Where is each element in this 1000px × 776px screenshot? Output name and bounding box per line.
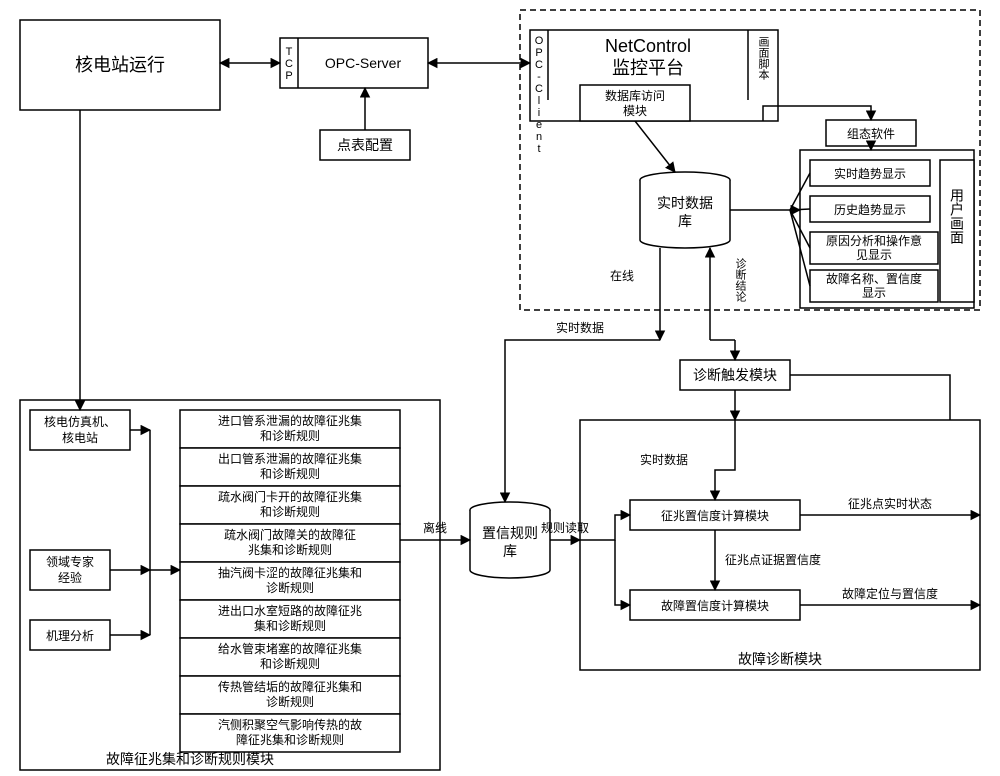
svg-text:汽侧积聚空气影响传热的故: 汽侧积聚空气影响传热的故 <box>218 717 362 732</box>
svg-text:疏水阀门卡开的故障征兆集: 疏水阀门卡开的故障征兆集 <box>218 489 362 504</box>
svg-text:实时数据: 实时数据 <box>640 452 688 467</box>
svg-text:离线: 离线 <box>423 520 447 535</box>
svg-text:TCP: TCP <box>283 46 295 82</box>
svg-text:显示: 显示 <box>862 286 886 300</box>
svg-text:诊断结论: 诊断结论 <box>734 257 747 302</box>
svg-text:征兆置信度计算模块: 征兆置信度计算模块 <box>661 508 769 523</box>
svg-text:征兆点实时状态: 征兆点实时状态 <box>848 496 932 511</box>
svg-text:画面脚本: 画面脚本 <box>757 36 770 81</box>
svg-text:库: 库 <box>678 213 692 229</box>
svg-text:NetControl: NetControl <box>605 36 691 56</box>
svg-text:和诊断规则: 和诊断规则 <box>260 504 320 519</box>
svg-text:原因分析和操作意: 原因分析和操作意 <box>826 233 922 248</box>
svg-text:OPC-Client: OPC-Client <box>533 35 545 155</box>
svg-text:置信规则: 置信规则 <box>482 525 538 541</box>
svg-text:故障名称、置信度: 故障名称、置信度 <box>826 271 922 286</box>
svg-text:和诊断规则: 和诊断规则 <box>260 656 320 671</box>
svg-text:故障征兆集和诊断规则模块: 故障征兆集和诊断规则模块 <box>106 751 274 767</box>
svg-text:实时趋势显示: 实时趋势显示 <box>834 166 906 181</box>
svg-text:实时数据: 实时数据 <box>556 320 604 335</box>
svg-text:核电仿真机、: 核电仿真机、 <box>44 415 116 429</box>
svg-text:和诊断规则: 和诊断规则 <box>260 466 320 481</box>
svg-text:征兆点证据置信度: 征兆点证据置信度 <box>725 552 821 567</box>
svg-text:障征兆集和诊断规则: 障征兆集和诊断规则 <box>236 732 344 747</box>
svg-text:数据库访问: 数据库访问 <box>605 88 665 103</box>
svg-text:领域专家: 领域专家 <box>46 554 94 569</box>
svg-text:用户画面: 用户画面 <box>949 188 965 244</box>
svg-text:进出口水室短路的故障征兆: 进出口水室短路的故障征兆 <box>218 603 362 618</box>
svg-text:规则读取: 规则读取 <box>541 520 589 535</box>
svg-text:和诊断规则: 和诊断规则 <box>260 428 320 443</box>
svg-text:组态软件: 组态软件 <box>847 127 895 141</box>
svg-text:进口管系泄漏的故障征兆集: 进口管系泄漏的故障征兆集 <box>218 413 362 428</box>
svg-text:库: 库 <box>503 543 517 559</box>
svg-text:故障诊断模块: 故障诊断模块 <box>738 651 822 667</box>
svg-text:诊断触发模块: 诊断触发模块 <box>693 367 777 383</box>
svg-text:兆集和诊断规则: 兆集和诊断规则 <box>248 542 332 557</box>
svg-text:经验: 经验 <box>58 570 82 585</box>
svg-text:核电站: 核电站 <box>62 431 98 445</box>
svg-text:疏水阀门故障关的故障征: 疏水阀门故障关的故障征 <box>224 527 356 542</box>
svg-text:集和诊断规则: 集和诊断规则 <box>254 618 326 633</box>
svg-text:出口管系泄漏的故障征兆集: 出口管系泄漏的故障征兆集 <box>218 451 362 466</box>
svg-text:模块: 模块 <box>623 104 647 118</box>
svg-text:实时数据: 实时数据 <box>657 195 713 211</box>
svg-text:给水管束堵塞的故障征兆集: 给水管束堵塞的故障征兆集 <box>218 641 362 656</box>
svg-text:机理分析: 机理分析 <box>46 629 94 643</box>
svg-text:诊断规则: 诊断规则 <box>266 694 314 709</box>
svg-text:见显示: 见显示 <box>856 248 892 262</box>
svg-text:故障置信度计算模块: 故障置信度计算模块 <box>661 598 769 613</box>
svg-text:传热管结垢的故障征兆集和: 传热管结垢的故障征兆集和 <box>218 679 362 694</box>
svg-text:在线: 在线 <box>610 269 634 283</box>
svg-text:抽汽阀卡涩的故障征兆集和: 抽汽阀卡涩的故障征兆集和 <box>218 565 362 580</box>
svg-text:OPC-Server: OPC-Server <box>325 55 402 71</box>
svg-text:故障定位与置信度: 故障定位与置信度 <box>842 586 938 601</box>
svg-text:监控平台: 监控平台 <box>612 58 684 78</box>
svg-text:核电站运行: 核电站运行 <box>75 55 165 75</box>
svg-text:历史趋势显示: 历史趋势显示 <box>834 203 906 217</box>
svg-text:诊断规则: 诊断规则 <box>266 580 314 595</box>
svg-text:点表配置: 点表配置 <box>337 137 393 153</box>
